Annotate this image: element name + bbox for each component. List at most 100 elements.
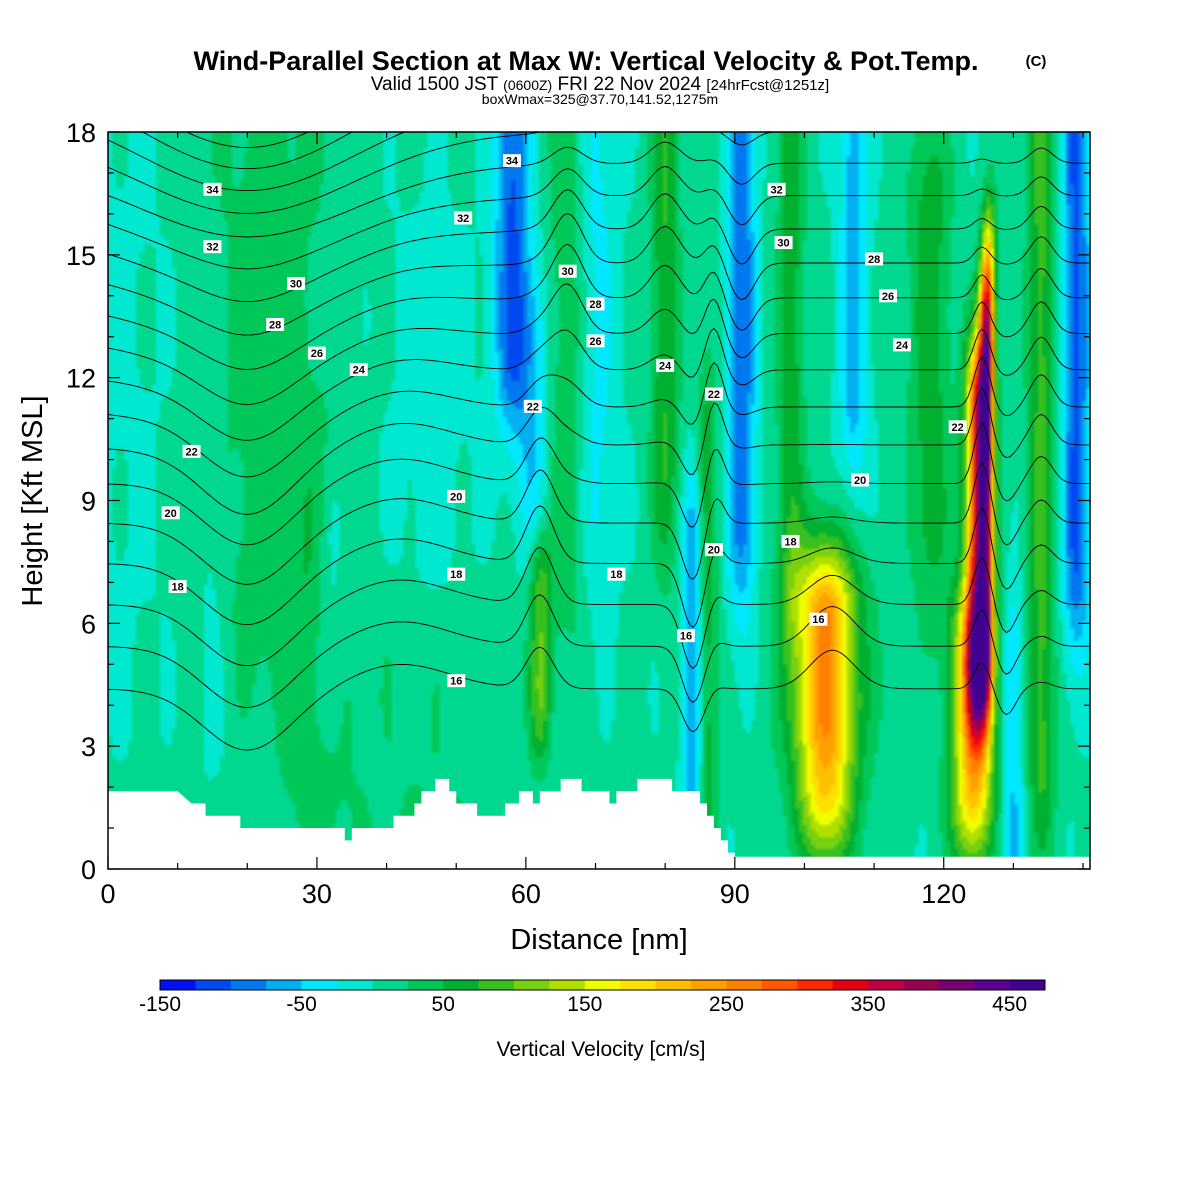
theta-contour-22 — [108, 387, 1090, 515]
theta-contour-23 — [108, 356, 1090, 478]
colorbar-swatch — [160, 980, 196, 990]
contour-label: 20 — [704, 543, 723, 557]
y-tick-label: 12 — [66, 364, 96, 394]
contour-labels: 34 32 30 28 26 24 22 20 18 34 32 30 28 26 22 20 18 16 18 24… — [161, 154, 967, 688]
svg-text:16: 16 — [450, 676, 462, 688]
colorbar-swatch — [655, 980, 692, 990]
svg-text:32: 32 — [206, 242, 218, 254]
valid-prefix: Valid 1500 JST — [371, 74, 499, 95]
svg-text:18: 18 — [172, 581, 184, 593]
contour-label: 32 — [203, 240, 222, 254]
svg-text:26: 26 — [311, 348, 323, 360]
contour-label: 24 — [656, 358, 675, 372]
contour-label: 26 — [307, 346, 326, 360]
svg-text:24: 24 — [659, 360, 672, 372]
colorbar-swatch — [620, 980, 657, 990]
colorbar-frame — [159, 979, 1046, 991]
vertical-velocity-field — [108, 132, 1090, 869]
theta-contour-32 — [108, 132, 406, 192]
theta-contour-17 — [108, 594, 1090, 708]
colorbar-swatch — [584, 980, 621, 990]
svg-text:22: 22 — [527, 401, 539, 413]
contour-label: 20 — [161, 506, 180, 520]
contour-label: 30 — [774, 236, 793, 250]
contour-label: 16 — [677, 629, 696, 643]
y-tick-label: 9 — [81, 487, 96, 517]
contour-label: 18 — [168, 579, 187, 593]
contour-label: 16 — [447, 674, 466, 688]
svg-text:18: 18 — [450, 569, 462, 581]
colorbar-swatch — [832, 980, 869, 990]
contour-label: 30 — [287, 276, 306, 290]
contour-label: 18 — [781, 534, 800, 548]
theta-contour-18 — [108, 546, 1090, 670]
colorbar-tick-label: 50 — [432, 993, 455, 1016]
colorbar-swatch — [974, 980, 1011, 990]
y-tick-label: 0 — [81, 855, 96, 885]
theta-contour-24 — [108, 327, 1090, 441]
contour-label: 20 — [447, 489, 466, 503]
colorbar-swatch — [266, 980, 303, 990]
colorbar-tick-label: -150 — [139, 993, 181, 1016]
x-tick-label: 30 — [302, 879, 332, 909]
contour-label: 34 — [502, 154, 521, 168]
svg-text:22: 22 — [185, 446, 197, 458]
svg-text:32: 32 — [770, 184, 782, 196]
svg-text:30: 30 — [290, 278, 302, 290]
svg-text:26: 26 — [589, 336, 601, 348]
theta-contour-19 — [108, 505, 1090, 629]
colorbar-label: Vertical Velocity [cm/s] — [497, 1038, 706, 1061]
colorbar-swatch — [1009, 980, 1046, 990]
svg-text:34: 34 — [506, 156, 519, 168]
valid-date: FRI 22 Nov 2024 — [557, 74, 701, 95]
contour-label: 28 — [865, 252, 884, 266]
theta-contour-28 — [108, 189, 1090, 303]
colorbar-swatch — [478, 980, 515, 990]
svg-text:32: 32 — [457, 213, 469, 225]
colorbar-swatch — [514, 980, 550, 990]
theta-contour-29 — [108, 166, 1090, 270]
svg-text:28: 28 — [868, 254, 880, 266]
colorbar-swatch — [372, 980, 409, 990]
terrain — [108, 778, 1090, 869]
theta-contour-25 — [108, 283, 1090, 405]
svg-text:18: 18 — [610, 569, 622, 581]
colorbar-tick-label: -50 — [286, 993, 316, 1016]
colorbar-swatch — [761, 980, 798, 990]
svg-text:20: 20 — [165, 508, 177, 520]
svg-text:20: 20 — [708, 545, 720, 557]
y-tick-label: 15 — [66, 241, 96, 271]
colorbar-swatch — [337, 980, 373, 990]
x-tick-label: 60 — [511, 879, 541, 909]
contour-label: 28 — [266, 317, 285, 331]
contour-label: 22 — [948, 420, 967, 434]
contour-label: 26 — [586, 334, 605, 348]
svg-text:16: 16 — [812, 614, 824, 626]
colorbar-swatch — [726, 980, 763, 990]
colorbar-swatch — [301, 980, 338, 990]
contour-label: 32 — [454, 211, 473, 225]
svg-text:30: 30 — [562, 266, 574, 278]
colorbar-swatch — [938, 980, 975, 990]
colorbar: -150 -50 50 150 250 350 450 — [139, 979, 1046, 1016]
theta-contour-26 — [108, 243, 1090, 370]
copyright-mark: (C) — [1026, 53, 1047, 70]
colorbar-swatch — [549, 980, 586, 990]
y-tick-label: 6 — [81, 609, 96, 639]
contour-label: 18 — [607, 567, 626, 581]
contour-label: 22 — [523, 399, 542, 413]
box-wmax-line: boxWmax=325@37.70,141.52,1275m — [482, 91, 718, 107]
svg-text:16: 16 — [680, 631, 692, 643]
contour-label: 28 — [586, 297, 605, 311]
theta-contour-20 — [108, 461, 1090, 585]
y-tick-label: 18 — [66, 118, 96, 148]
svg-text:24: 24 — [896, 340, 909, 352]
svg-text:34: 34 — [206, 184, 219, 196]
contour-label: 20 — [851, 473, 870, 487]
chart-title: Wind-Parallel Section at Max W: Vertical… — [194, 46, 979, 76]
svg-text:20: 20 — [854, 475, 866, 487]
x-tick-label: 0 — [100, 879, 115, 909]
colorbar-tick-label: 250 — [709, 993, 744, 1016]
svg-text:18: 18 — [784, 536, 796, 548]
